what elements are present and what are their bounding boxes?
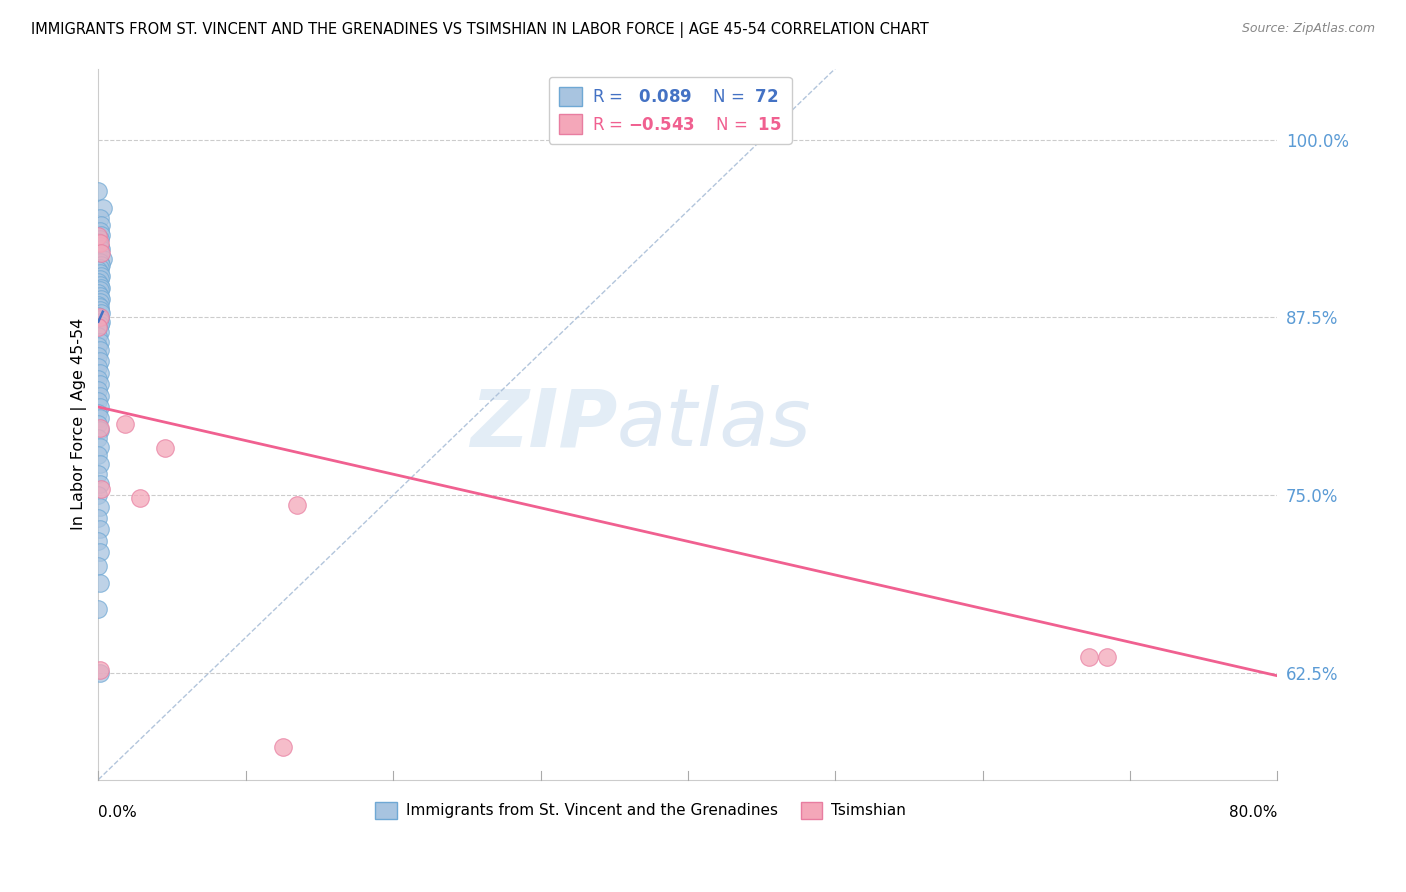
Point — [90, 269, 112, 284]
Point — [128, 491, 150, 505]
Point — [89, 500, 111, 514]
Point — [91, 201, 114, 215]
Point — [87, 320, 110, 334]
Point — [89, 232, 111, 246]
Point — [89, 318, 111, 332]
Point — [89, 440, 111, 454]
Point — [87, 309, 110, 323]
Point — [89, 310, 111, 325]
Point — [114, 417, 136, 431]
Point — [89, 457, 111, 471]
Point — [90, 258, 112, 272]
Point — [87, 297, 110, 311]
Point — [89, 400, 111, 414]
Point — [87, 467, 110, 481]
Point — [89, 260, 111, 275]
Point — [87, 488, 110, 502]
Point — [90, 306, 112, 320]
Point — [90, 483, 112, 497]
Point — [89, 476, 111, 491]
Point — [87, 263, 110, 277]
Point — [89, 277, 111, 292]
Text: 80.0%: 80.0% — [1229, 805, 1278, 821]
Point — [87, 383, 110, 397]
Point — [89, 224, 111, 238]
Point — [89, 303, 111, 318]
Point — [89, 211, 111, 225]
Point — [89, 423, 111, 437]
Point — [87, 533, 110, 548]
Point — [89, 663, 111, 677]
Point — [90, 280, 112, 294]
Point — [89, 289, 111, 303]
Point — [87, 275, 110, 289]
Point — [90, 218, 112, 232]
Point — [1077, 650, 1099, 665]
Point — [89, 366, 111, 380]
Point — [89, 545, 111, 559]
Point — [87, 235, 110, 249]
Point — [87, 286, 110, 301]
Point — [87, 394, 110, 409]
Point — [89, 411, 111, 425]
Point — [87, 431, 110, 445]
Point — [89, 334, 111, 349]
Point — [89, 301, 111, 315]
Point — [90, 315, 112, 329]
Point — [89, 665, 111, 680]
Point — [90, 242, 112, 256]
Point — [87, 406, 110, 420]
Point — [89, 266, 111, 280]
Point — [1095, 650, 1118, 665]
Point — [271, 739, 294, 754]
Point — [89, 389, 111, 403]
Point — [89, 236, 111, 251]
Point — [89, 377, 111, 392]
Point — [87, 448, 110, 462]
Point — [89, 354, 111, 368]
Point — [89, 284, 111, 298]
Point — [87, 371, 110, 385]
Text: ZIP: ZIP — [470, 385, 617, 463]
Text: IMMIGRANTS FROM ST. VINCENT AND THE GRENADINES VS TSIMSHIAN IN LABOR FORCE | AGE: IMMIGRANTS FROM ST. VINCENT AND THE GREN… — [31, 22, 929, 38]
Point — [91, 252, 114, 266]
Y-axis label: In Labor Force | Age 45-54: In Labor Force | Age 45-54 — [72, 318, 87, 530]
Point — [90, 246, 112, 260]
Point — [89, 421, 111, 435]
Point — [89, 576, 111, 591]
Legend: Immigrants from St. Vincent and the Grenadines, Tsimshian: Immigrants from St. Vincent and the Gren… — [370, 796, 912, 825]
Point — [87, 229, 110, 244]
Point — [90, 227, 112, 242]
Point — [87, 602, 110, 616]
Point — [87, 417, 110, 431]
Text: Source: ZipAtlas.com: Source: ZipAtlas.com — [1241, 22, 1375, 36]
Point — [89, 311, 111, 326]
Point — [87, 360, 110, 375]
Point — [87, 249, 110, 263]
Point — [87, 329, 110, 343]
Point — [87, 559, 110, 574]
Text: 0.0%: 0.0% — [98, 805, 138, 821]
Point — [87, 320, 110, 334]
Point — [153, 442, 176, 456]
Text: atlas: atlas — [617, 385, 811, 463]
Point — [89, 522, 111, 536]
Point — [285, 498, 308, 512]
Point — [87, 511, 110, 525]
Point — [89, 255, 111, 269]
Point — [89, 294, 111, 309]
Point — [90, 292, 112, 306]
Point — [89, 246, 111, 260]
Point — [87, 184, 110, 198]
Point — [89, 239, 111, 253]
Point — [89, 343, 111, 358]
Point — [87, 339, 110, 353]
Point — [89, 272, 111, 286]
Point — [87, 349, 110, 363]
Point — [89, 325, 111, 339]
